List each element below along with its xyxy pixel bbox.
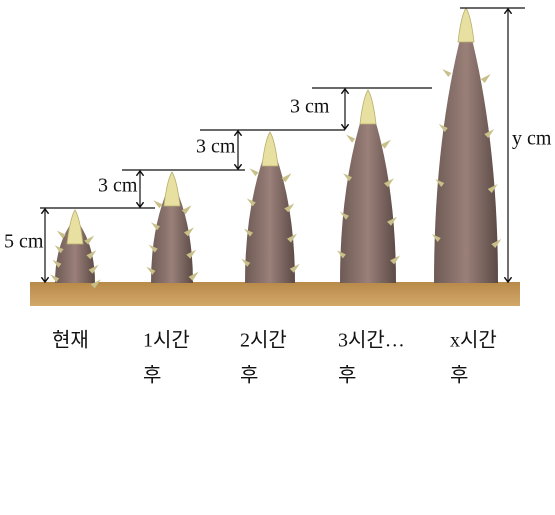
leaf-sheath xyxy=(244,228,297,243)
measurement-label: 3 cm xyxy=(196,136,236,158)
bamboo-shoot xyxy=(434,16,498,283)
bamboo-shoot xyxy=(245,140,295,283)
leaf-sheath xyxy=(435,179,498,193)
bamboo-shoot xyxy=(340,98,396,283)
measurement-label: 5 cm xyxy=(4,231,44,253)
leaf-sheath xyxy=(438,124,495,138)
shoot-tip xyxy=(457,7,475,43)
shoot-tip xyxy=(163,171,181,207)
bamboo-shoot xyxy=(151,180,193,283)
stage-label: 현재 xyxy=(52,329,89,352)
stage-label: 후 xyxy=(143,364,161,387)
stage-label: 3시간… xyxy=(338,329,405,352)
leaf-sheath xyxy=(339,211,398,226)
leaf-sheath xyxy=(431,234,502,248)
leaf-sheath xyxy=(343,173,394,188)
measurement-label: 3 cm xyxy=(290,96,330,118)
shoot-tip xyxy=(66,209,84,245)
stage-label: 후 xyxy=(240,364,258,387)
stage-label: 2시간 xyxy=(240,329,287,352)
stage-label: x시간 xyxy=(450,329,497,352)
measurement-label: 3 cm xyxy=(98,175,138,197)
leaf-sheath xyxy=(241,258,300,273)
stage-label: 후 xyxy=(338,364,356,387)
shoot-tip xyxy=(261,131,279,167)
dimensions: 5 cm 3 cm 3 cm 3 cm y cm xyxy=(4,7,552,282)
shoots xyxy=(50,7,502,289)
stage-label: 1시간 xyxy=(143,329,190,352)
leaf-sheath xyxy=(336,250,401,265)
ground xyxy=(30,282,520,306)
leaf-sheath xyxy=(56,230,95,245)
leaf-sheath xyxy=(146,266,199,281)
shoot-tip xyxy=(359,89,377,125)
measurement-label: y cm xyxy=(512,128,552,150)
stage-label: 후 xyxy=(450,364,468,387)
